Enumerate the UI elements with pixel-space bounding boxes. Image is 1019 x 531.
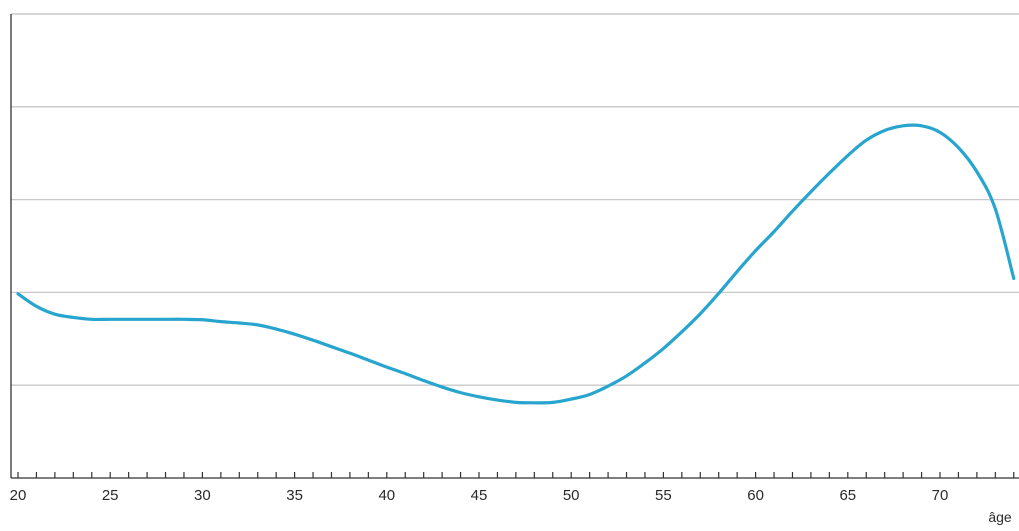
- x-tick-label: 25: [102, 487, 119, 504]
- x-tick-label: 65: [839, 487, 856, 504]
- x-axis-label: âge: [988, 509, 1012, 525]
- series-line: [16, 123, 1016, 405]
- x-tick-label: 50: [563, 487, 580, 504]
- x-tick-label: 40: [378, 487, 395, 504]
- x-tick-label: 35: [286, 487, 303, 504]
- x-tick-label: 55: [655, 487, 672, 504]
- x-tick-label: 60: [747, 487, 764, 504]
- axes: [10, 14, 1019, 479]
- x-tick-label: 20: [10, 487, 27, 504]
- gridlines: [11, 13, 1019, 386]
- x-tick-label: 70: [932, 487, 949, 504]
- tick-labels: 20 25 30 35 40 45 50 55 60 65 70: [10, 487, 949, 504]
- x-tick-label: 45: [471, 487, 488, 504]
- x-tick-label: 30: [194, 487, 211, 504]
- series-lines: [16, 123, 1016, 405]
